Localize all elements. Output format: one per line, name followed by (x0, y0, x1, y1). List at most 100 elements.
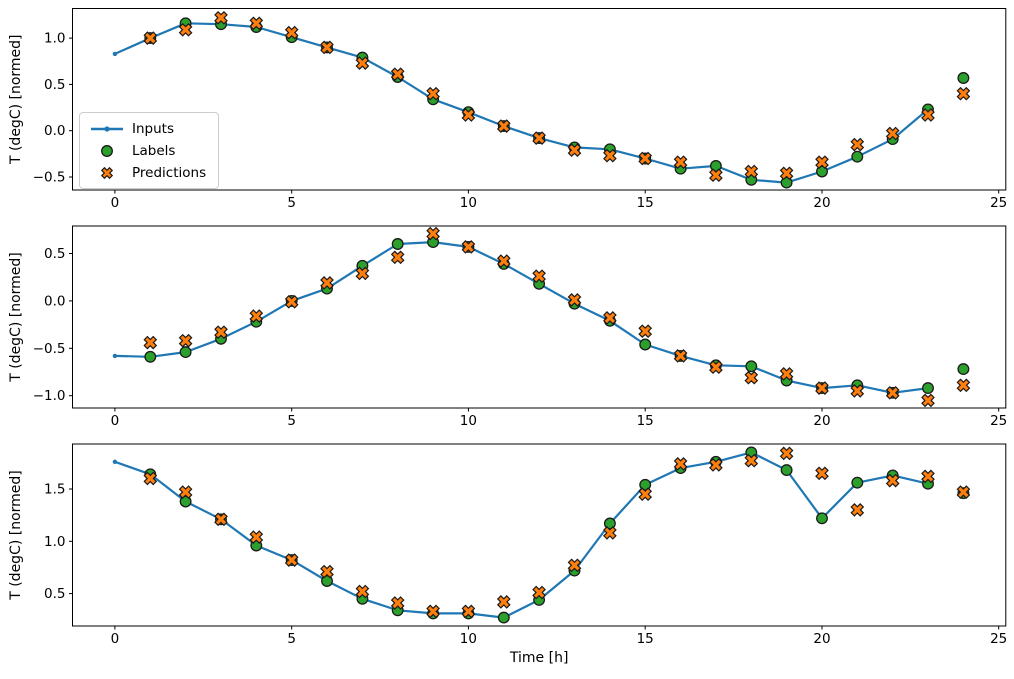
axes-frame (72, 225, 1007, 409)
predictions-point (779, 367, 794, 381)
predictions-point (603, 148, 617, 163)
predictions-point (496, 119, 511, 133)
predictions-point (673, 349, 688, 363)
x-tick-label: 20 (813, 631, 830, 647)
predictions-x-icon (88, 165, 126, 181)
x-tick-label: 0 (111, 413, 120, 429)
labels-point (639, 478, 652, 491)
predictions-point (496, 254, 511, 268)
x-tick-label: 15 (637, 413, 654, 429)
x-axis-label: Time [h] (509, 650, 569, 666)
predictions-point (567, 293, 582, 307)
legend-label-predictions: Predictions (132, 164, 207, 181)
predictions-point (921, 469, 935, 484)
labels-point (922, 382, 934, 395)
series-labels (144, 236, 970, 399)
predictions-point (603, 526, 617, 540)
predictions-point (815, 155, 829, 170)
predictions-point (885, 473, 900, 488)
predictions-point (885, 126, 900, 141)
inputs-line-icon (88, 121, 126, 137)
labels-point (144, 350, 157, 363)
y-tick-label: −1.0 (33, 388, 66, 404)
predictions-point (390, 250, 405, 265)
predictions-point (426, 604, 440, 619)
y-axis-label: T (degC) [normed] (8, 470, 24, 601)
predictions-point (673, 155, 688, 170)
x-tick-label: 20 (813, 413, 830, 429)
x-tick-label: 10 (460, 413, 477, 429)
predictions-point (956, 86, 971, 101)
predictions-point (214, 10, 228, 25)
predictions-point (320, 276, 334, 290)
labels-point (179, 495, 192, 508)
axes-frame (72, 443, 1007, 627)
series-predictions (143, 226, 971, 408)
predictions-point (850, 384, 865, 398)
predictions-point (355, 266, 370, 281)
predictions-point (249, 530, 264, 544)
predictions-point (178, 22, 193, 37)
x-tick-label: 0 (111, 195, 120, 211)
axes-frame (72, 8, 1007, 191)
predictions-point (320, 564, 334, 579)
labels-point (639, 338, 652, 351)
predictions-point (673, 457, 688, 471)
x-tick-label: 5 (287, 631, 296, 647)
series-predictions (143, 10, 971, 183)
y-tick-label: 0.5 (44, 586, 65, 602)
predictions-point (461, 240, 476, 254)
predictions-point (744, 164, 759, 179)
inputs-line (114, 451, 929, 619)
x-tick-label: 25 (990, 195, 1007, 211)
predictions-point (214, 512, 228, 527)
y-tick-label: 1.0 (44, 31, 65, 47)
labels-point (816, 512, 828, 525)
series-inputs (112, 450, 931, 620)
labels-point (179, 346, 192, 359)
predictions-point (178, 485, 193, 499)
predictions-point (779, 446, 794, 461)
predictions-point (355, 584, 370, 599)
predictions-point (178, 333, 193, 348)
predictions-point (532, 269, 546, 284)
y-axis-label: T (degC) [normed] (8, 34, 24, 165)
predictions-point (744, 370, 759, 385)
y-tick-label: 1.0 (44, 534, 65, 550)
x-tick-label: 10 (460, 631, 477, 647)
labels-point (957, 72, 970, 84)
y-tick-label: −0.5 (33, 170, 66, 186)
predictions-point (956, 378, 971, 393)
y-tick-label: 0.5 (44, 246, 65, 262)
y-tick-label: 0.0 (44, 123, 65, 139)
predictions-point (532, 585, 546, 600)
labels-point (391, 238, 404, 250)
series-inputs (112, 239, 931, 395)
predictions-point (815, 381, 829, 395)
y-tick-label: 0.0 (44, 293, 65, 309)
y-axis-label: T (degC) [normed] (8, 252, 24, 383)
x-tick-label: 25 (990, 631, 1007, 647)
predictions-point (426, 86, 440, 101)
predictions-point (284, 294, 299, 309)
x-tick-label: 20 (813, 195, 830, 211)
x-tick-label: 10 (460, 195, 477, 211)
y-tick-label: −0.5 (33, 341, 66, 357)
legend-item-predictions: Predictions (88, 163, 206, 182)
labels-point (957, 363, 970, 376)
predictions-point (885, 385, 900, 400)
predictions-point (567, 558, 582, 573)
predictions-point (496, 595, 511, 609)
x-tick-label: 15 (637, 631, 654, 647)
x-tick-label: 25 (990, 413, 1007, 429)
labels-point (709, 159, 722, 172)
subplot-3: 0 5 10 15 20 25 1.5 1.0 0.5 T (degC) [normed] Time… (8, 443, 1007, 666)
series-predictions (143, 446, 971, 619)
predictions-point (355, 56, 370, 70)
labels-point (816, 165, 828, 178)
predictions-point (567, 143, 582, 158)
predictions-point (638, 487, 653, 502)
inputs-point (112, 459, 118, 464)
predictions-point (143, 335, 158, 350)
